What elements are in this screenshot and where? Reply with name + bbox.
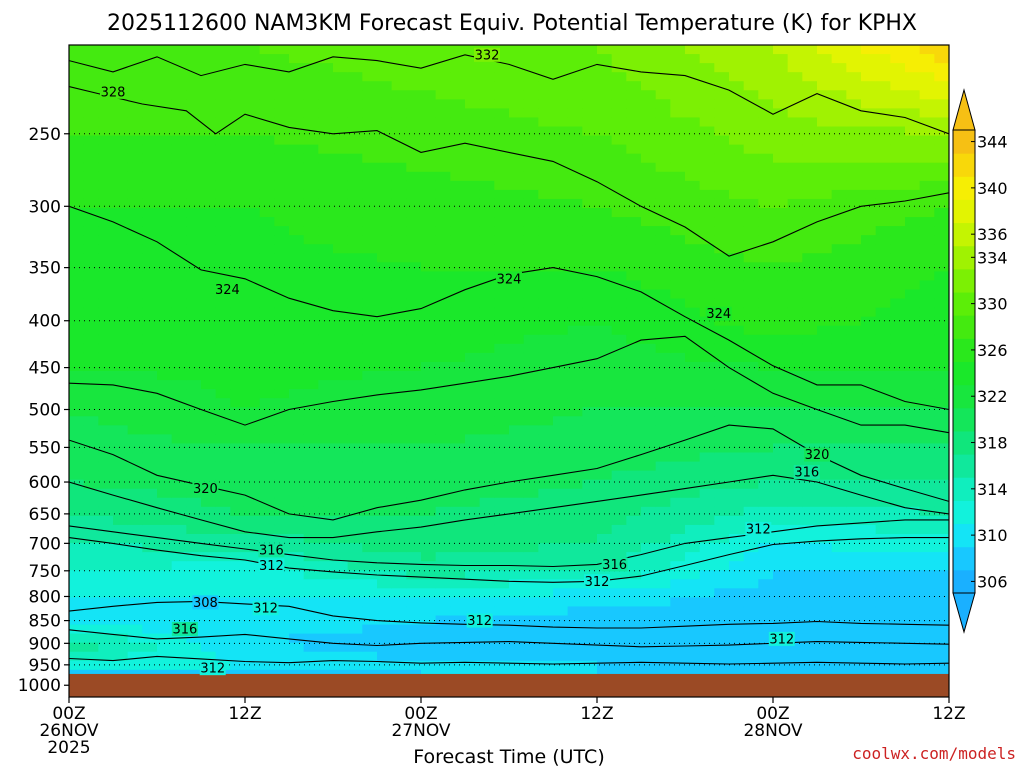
contour-label: 316 bbox=[172, 622, 197, 637]
colorbar-tick-label: 336 bbox=[977, 225, 1008, 244]
colorbar-frame bbox=[952, 129, 976, 594]
colorbar-lower-arrow bbox=[952, 592, 976, 634]
x-tick-label: 00Z bbox=[52, 704, 85, 724]
x-tick-label: 12Z bbox=[932, 704, 965, 724]
colorbar-swatch bbox=[953, 523, 975, 548]
x-tick-label: 2025 bbox=[47, 738, 90, 758]
colorbar-tick-label: 322 bbox=[977, 387, 1008, 406]
colorbar-swatch bbox=[953, 454, 975, 478]
grid-lines bbox=[69, 133, 949, 686]
colorbar-swatch bbox=[953, 130, 975, 154]
y-tick-label: 750 bbox=[29, 562, 61, 582]
colorbar-tick-label: 326 bbox=[977, 341, 1008, 360]
contour-310 bbox=[69, 655, 949, 665]
contour-label: 312 bbox=[259, 559, 284, 574]
contour-label: 312 bbox=[585, 575, 610, 590]
colorbar-swatch bbox=[953, 384, 975, 409]
y-axis-pressure: 2503003504004505005506006507007508008509… bbox=[18, 125, 69, 696]
x-tick-label: 12Z bbox=[580, 704, 613, 724]
colorbar-swatch bbox=[953, 477, 975, 501]
contour-label: 332 bbox=[475, 48, 500, 63]
y-tick-label: 250 bbox=[29, 125, 61, 145]
colorbar-swatch bbox=[953, 315, 975, 339]
contour-label: 324 bbox=[706, 307, 731, 322]
colorbar-swatch bbox=[953, 176, 975, 200]
contour-328 bbox=[69, 85, 949, 257]
contour-label: 312 bbox=[769, 632, 794, 647]
x-tick-label: 12Z bbox=[228, 704, 261, 724]
credit-text: coolwx.com/models bbox=[852, 744, 1016, 763]
x-tick-label: 26NOV bbox=[39, 721, 98, 741]
x-axis-label: Forecast Time (UTC) bbox=[413, 746, 604, 768]
colorbar-tick-label: 314 bbox=[977, 480, 1008, 499]
colorbar-tick-label: 310 bbox=[977, 526, 1008, 545]
x-tick-label: 00Z bbox=[404, 704, 437, 724]
colorbar-tick-label: 318 bbox=[977, 434, 1008, 453]
colorbar-swatch bbox=[953, 407, 975, 432]
y-tick-label: 600 bbox=[29, 473, 61, 493]
y-tick-label: 1000 bbox=[18, 676, 61, 696]
contour-label: 312 bbox=[746, 522, 771, 537]
ground-below-surface bbox=[69, 673, 949, 697]
colorbar-tick-label: 306 bbox=[977, 572, 1008, 591]
colorbar-tick-label: 330 bbox=[977, 295, 1008, 314]
contour-label: 316 bbox=[259, 544, 284, 559]
colorbar: 306 310 314 318 322 326 330 334 336 340 344 bbox=[952, 88, 1008, 634]
y-tick-label: 550 bbox=[29, 438, 61, 458]
colorbar-swatch bbox=[953, 292, 975, 316]
contour-312 bbox=[69, 629, 949, 648]
colorbar-swatch bbox=[953, 569, 975, 594]
colorbar-swatch bbox=[953, 153, 975, 177]
y-tick-label: 450 bbox=[29, 359, 61, 379]
colorbar-tick-label: 334 bbox=[977, 248, 1008, 267]
contour-label: 328 bbox=[101, 85, 126, 100]
y-tick-label: 700 bbox=[29, 534, 61, 554]
colorbar-swatch bbox=[953, 222, 975, 247]
colorbar-swatch bbox=[953, 338, 975, 362]
colorbar-swatch bbox=[953, 245, 975, 270]
x-tick-label: 28NOV bbox=[743, 721, 802, 741]
contour-label: 324 bbox=[497, 272, 522, 287]
contour-312 bbox=[69, 537, 949, 583]
colorbar-swatch bbox=[953, 546, 975, 571]
equiv-potential-temperature-field bbox=[69, 45, 949, 697]
contour-label: 312 bbox=[467, 614, 492, 629]
y-tick-label: 800 bbox=[29, 587, 61, 607]
x-tick-label: 00Z bbox=[756, 704, 789, 724]
contour-label: 320 bbox=[193, 482, 218, 497]
y-tick-label: 500 bbox=[29, 401, 61, 421]
contour-label: 324 bbox=[215, 283, 240, 298]
y-tick-label: 300 bbox=[29, 197, 61, 217]
contour-label: 312 bbox=[200, 662, 225, 677]
y-tick-label: 350 bbox=[29, 259, 61, 279]
contour-label: 320 bbox=[805, 448, 830, 463]
chart-title: 2025112600 NAM3KM Forecast Equiv. Potent… bbox=[107, 11, 917, 36]
contour-332 bbox=[69, 54, 949, 135]
colorbar-upper-arrow bbox=[952, 88, 976, 131]
contour-label: 316 bbox=[794, 465, 819, 480]
colorbar-swatch bbox=[953, 430, 975, 455]
contour-label: 316 bbox=[602, 558, 627, 573]
y-tick-label: 850 bbox=[29, 612, 61, 632]
plot-frame bbox=[68, 44, 950, 698]
y-tick-label: 400 bbox=[29, 312, 61, 332]
colorbar-tick-label: 344 bbox=[977, 133, 1008, 152]
y-tick-label: 900 bbox=[29, 634, 61, 654]
y-tick-label: 950 bbox=[29, 656, 61, 676]
contour-322 bbox=[69, 335, 949, 434]
y-tick-label: 650 bbox=[29, 505, 61, 525]
colorbar-swatch bbox=[953, 361, 975, 386]
contour-label: 308 bbox=[193, 596, 218, 611]
contour-316 bbox=[69, 519, 949, 568]
colorbar-swatch bbox=[953, 199, 975, 224]
colorbar-swatch bbox=[953, 268, 975, 293]
colorbar-swatch bbox=[953, 500, 975, 525]
contour-label: 312 bbox=[253, 602, 278, 617]
colorbar-tick-label: 340 bbox=[977, 179, 1008, 198]
x-tick-label: 27NOV bbox=[391, 721, 450, 741]
